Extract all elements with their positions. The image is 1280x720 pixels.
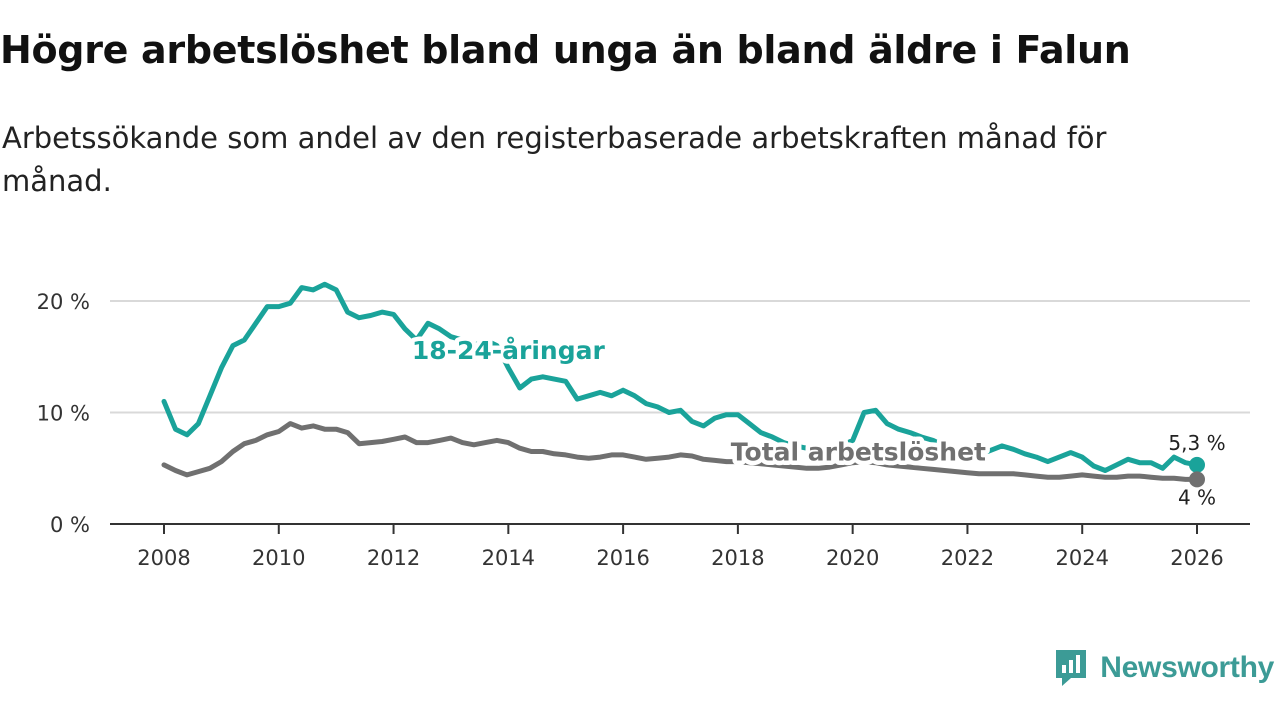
newsworthy-brand: Newsworthy (1054, 646, 1274, 690)
x-tick-label: 2012 (367, 546, 420, 570)
series-label-total: Total arbetslöshet (731, 437, 986, 466)
series-line-total (161, 421, 1200, 482)
x-tick-label: 2010 (252, 546, 305, 570)
y-tick-label: 20 % (37, 290, 90, 314)
y-axis-ticks: 0 % 10 % 20 % (37, 290, 90, 537)
end-value-label-total: 4 % (1178, 485, 1216, 509)
series-labels: 18-24-åringar Total arbetslöshet (407, 331, 990, 470)
x-tick-label: 2020 (826, 546, 879, 570)
series-lines (161, 281, 1200, 482)
chart-subtitle: Arbetssökande som andel av den registerb… (2, 121, 1107, 198)
x-tick-label: 2008 (137, 546, 190, 570)
x-tick-label: 2018 (711, 546, 764, 570)
end-point-total (1189, 471, 1205, 488)
series-label-youth: 18-24-åringar (412, 336, 606, 365)
x-tick-label: 2016 (596, 546, 649, 570)
end-point-youth (1189, 456, 1205, 473)
x-tick-label: 2014 (482, 546, 535, 570)
gridlines (110, 300, 1250, 414)
x-tick-label: 2026 (1170, 546, 1223, 570)
newsworthy-logo-icon (1056, 650, 1087, 686)
brand-name: Newsworthy (1100, 651, 1274, 684)
end-markers: 5,3 % 4 % (1168, 431, 1225, 509)
end-value-label-youth: 5,3 % (1168, 431, 1225, 455)
series-line-youth (161, 281, 1200, 473)
chart-title: Högre arbetslöshet bland unga än bland ä… (0, 28, 1131, 72)
x-axis-ticks: 2008 2010 2012 2014 2016 2018 2020 2022 2024 2026 (137, 524, 1224, 570)
x-tick-label: 2024 (1055, 546, 1108, 570)
x-tick-label: 2022 (941, 546, 994, 570)
y-tick-label: 10 % (37, 402, 90, 426)
y-tick-label: 0 % (50, 513, 90, 537)
